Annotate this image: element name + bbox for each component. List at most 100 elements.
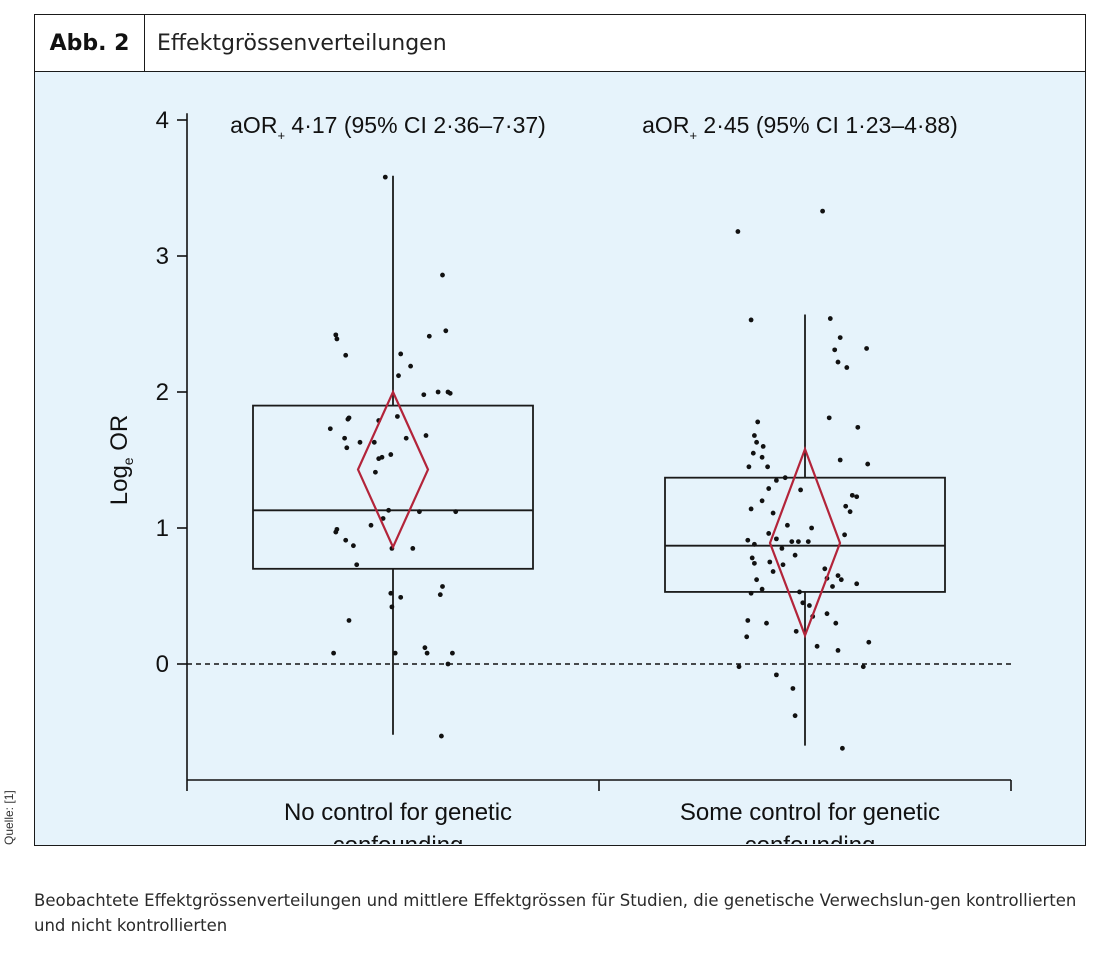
data-point — [780, 562, 786, 568]
data-point — [403, 435, 409, 441]
category-label: Some control for genetic — [680, 799, 940, 826]
data-point — [807, 603, 812, 608]
data-point — [749, 555, 755, 561]
data-point — [785, 522, 790, 528]
data-point — [833, 620, 839, 626]
data-point — [822, 566, 828, 572]
data-point — [792, 713, 798, 719]
data-point — [357, 439, 363, 445]
y-axis-label: Loge OR — [106, 415, 136, 506]
data-point — [767, 559, 773, 565]
data-point — [827, 316, 833, 321]
pooled-diamonds — [356, 389, 842, 639]
annotation-aor: aOR+ 4·17 (95% CI 2·36–7·37) — [230, 112, 546, 143]
data-point — [792, 552, 798, 558]
data-point — [736, 664, 742, 670]
data-point — [814, 643, 820, 649]
data-point — [832, 347, 838, 353]
category-label: confounding — [745, 832, 876, 844]
data-point — [835, 648, 841, 653]
data-point — [765, 464, 770, 470]
labels: Loge OR aOR+ 4·17 (95% CI 2·36–7·37) No co… — [106, 112, 958, 844]
pooled-estimate-diamond — [768, 445, 842, 639]
figure-caption: Beobachtete Effektgrössenverteilungen un… — [34, 891, 1077, 935]
figure-label: Abb. 2 — [35, 15, 145, 71]
data-point — [368, 522, 374, 528]
axes: 0 1 2 3 4 — [156, 107, 1012, 791]
data-point — [866, 639, 872, 645]
data-point — [770, 569, 776, 574]
annotation-subscript: + — [689, 128, 697, 143]
data-point — [809, 525, 814, 531]
data-point — [840, 745, 845, 751]
data-point — [745, 537, 751, 543]
data-point — [395, 414, 400, 419]
data-point — [376, 456, 382, 462]
data-point — [844, 365, 850, 370]
data-point — [782, 475, 788, 481]
data-point — [346, 618, 352, 623]
data-point — [847, 509, 853, 515]
data-point — [380, 516, 386, 521]
data-point — [398, 351, 404, 357]
data-point — [764, 620, 769, 626]
data-point — [440, 272, 445, 278]
data-point — [837, 335, 843, 340]
data-point — [793, 628, 799, 634]
data-point — [796, 539, 801, 544]
data-point — [849, 492, 855, 498]
data-point — [752, 541, 757, 547]
data-point — [759, 498, 765, 504]
figure-frame: Abb. 2 Effektgrössenverteilungen 0 1 2 3 4 L… — [34, 14, 1086, 846]
data-point — [750, 450, 756, 456]
data-point — [798, 487, 803, 493]
figure-header: Abb. 2 Effektgrössenverteilungen — [35, 15, 1085, 72]
annotation-value: 4·17 (95% CI 2·36–7·37) — [285, 112, 546, 138]
data-point — [371, 439, 377, 445]
y-axis-label-rest: OR — [106, 415, 133, 458]
data-point — [745, 618, 751, 623]
pooled-estimate-diamond — [356, 389, 430, 550]
data-point — [447, 390, 453, 396]
data-point — [735, 229, 741, 234]
box — [252, 404, 534, 570]
data-point — [351, 543, 356, 549]
data-point — [835, 573, 841, 578]
data-point — [766, 486, 772, 491]
data-point — [435, 389, 441, 395]
data-point — [759, 454, 765, 460]
data-point — [789, 539, 795, 544]
data-point — [422, 645, 428, 651]
data-point — [345, 416, 351, 422]
data-point — [830, 584, 835, 589]
data-point — [426, 333, 432, 339]
data-point — [746, 464, 752, 470]
data-point — [748, 506, 754, 512]
data-point — [854, 581, 860, 587]
data-point — [343, 537, 349, 543]
data-point — [343, 352, 349, 358]
data-point — [389, 604, 395, 610]
data-point — [805, 539, 811, 544]
data-point — [860, 664, 866, 670]
boxplot-chart: 0 1 2 3 4 Loge OR aOR+ 4·17 (95% CI 2·36–7·37… — [106, 107, 1012, 844]
data-points — [327, 174, 872, 751]
y-tick-label: 0 — [156, 651, 169, 678]
data-point — [382, 174, 388, 180]
data-point — [800, 600, 806, 606]
data-point — [744, 634, 750, 640]
data-point — [865, 461, 871, 467]
data-point — [820, 208, 825, 214]
source-note: Quelle: [1] — [2, 790, 16, 845]
data-point — [855, 424, 861, 430]
data-point — [424, 650, 430, 656]
data-point — [327, 426, 333, 432]
data-point — [396, 373, 401, 379]
data-point — [450, 650, 455, 656]
y-tick-label: 3 — [156, 243, 169, 270]
y-tick-label: 2 — [156, 379, 169, 406]
data-point — [440, 584, 445, 589]
data-point — [410, 546, 416, 551]
data-point — [790, 686, 796, 691]
data-point — [824, 611, 830, 617]
